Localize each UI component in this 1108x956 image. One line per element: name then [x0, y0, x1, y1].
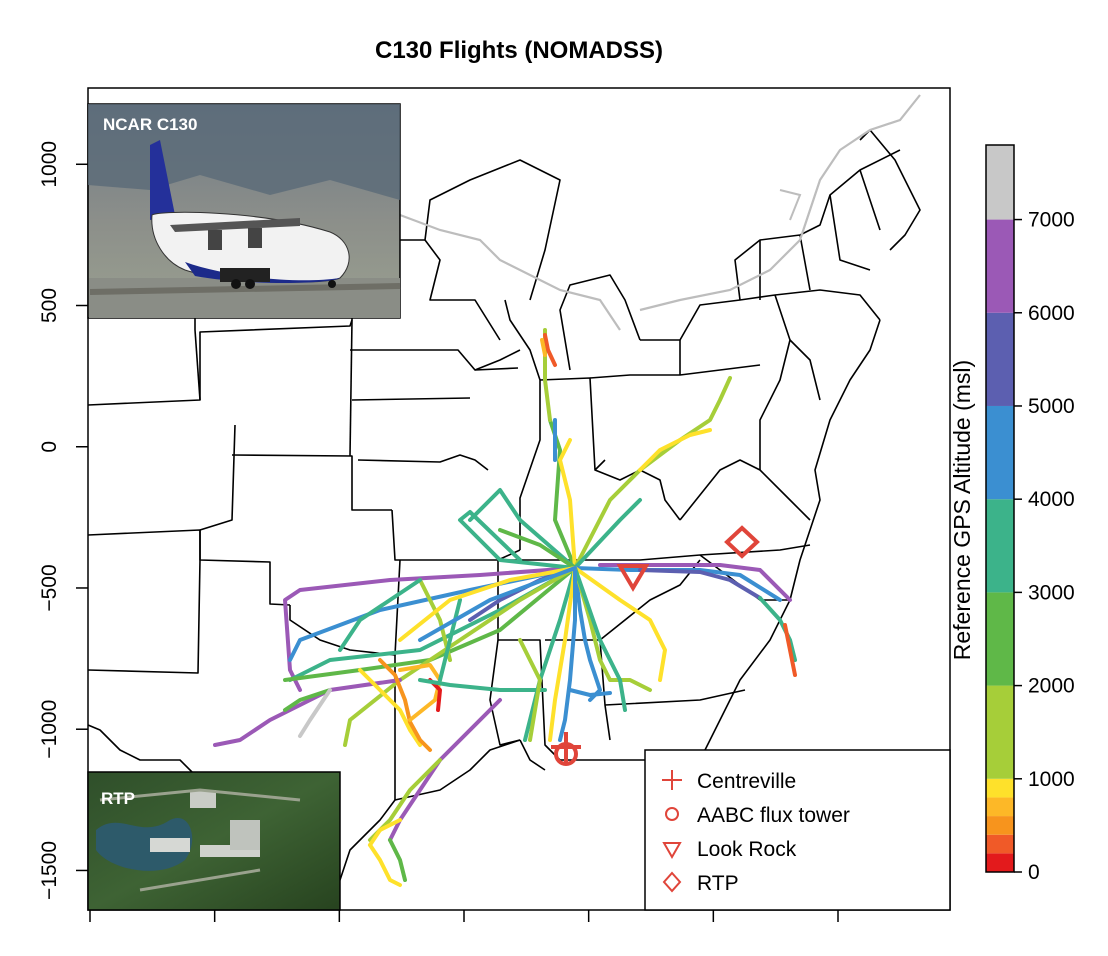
colorbar-tick-label: 2000 [1028, 675, 1075, 698]
canada-border [399, 94, 921, 331]
rtp-marker [724, 525, 760, 559]
look-rock-marker [616, 564, 650, 592]
colorbar-tick-label: 3000 [1028, 581, 1075, 604]
legend-item-label: Look Rock [697, 838, 797, 861]
legend-diamond-symbol [662, 871, 682, 893]
legend-triangle-symbol [662, 842, 682, 860]
inset-rtp-photo: RTP [87, 771, 341, 911]
colorbar-band [986, 405, 1014, 500]
chart-title: C130 Flights (NOMADSS) [375, 37, 663, 64]
colorbar-band [986, 219, 1014, 313]
colorbar-band [986, 816, 1014, 835]
inset-c130-label: NCAR C130 [103, 115, 197, 134]
y-tick-label: 500 [38, 288, 61, 323]
colorbar-band [986, 834, 1014, 854]
colorbar-tick-label: 5000 [1028, 395, 1075, 418]
flight-tracks [213, 328, 797, 887]
colorbar-band [986, 145, 1014, 220]
colorbar-tick-label: 4000 [1028, 488, 1075, 511]
legend: Centreville AABC flux tower Look Rock RT… [644, 749, 951, 911]
centreville-marker [551, 732, 581, 762]
y-tick-label: 1000 [38, 141, 61, 188]
legend-item-label: RTP [697, 872, 739, 895]
y-tick-label: −1500 [38, 841, 61, 900]
y-axis: 1000 500 0 −500 −1000 −1500 [38, 141, 88, 900]
colorbar: 0 1000 2000 3000 4000 5000 6000 7000 [985, 144, 1075, 884]
y-tick-label: 0 [38, 441, 61, 453]
colorbar-frame [985, 144, 1015, 873]
colorbar-title: Reference GPS Altitude (msl) [949, 360, 975, 660]
inset-rtp-label: RTP [101, 789, 135, 808]
colorbar-band [986, 853, 1014, 872]
legend-item-label: Centreville [697, 770, 796, 793]
colorbar-band [986, 797, 1014, 817]
colorbar-band [986, 312, 1014, 406]
legend-item-label: AABC flux tower [697, 804, 850, 827]
colorbar-tick-label: 1000 [1028, 768, 1075, 791]
colorbar-tick-label: 0 [1028, 861, 1040, 884]
legend-plus-symbol [662, 770, 682, 790]
legend-circle-symbol [665, 807, 679, 821]
inset-c130-photo: NCAR C130 [87, 103, 401, 319]
colorbar-band [986, 499, 1014, 593]
colorbar-band [986, 778, 1014, 798]
gray-boundary [779, 189, 802, 221]
y-tick-label: −500 [38, 564, 61, 611]
site-markers [551, 525, 760, 766]
y-tick-label: −1000 [38, 700, 61, 759]
x-axis [89, 910, 839, 922]
colorbar-band [986, 592, 1014, 686]
colorbar-band [986, 685, 1014, 779]
colorbar-tick-label: 7000 [1028, 209, 1075, 232]
aabc-flux-tower-marker [554, 742, 578, 766]
colorbar-tick-label: 6000 [1028, 302, 1075, 325]
